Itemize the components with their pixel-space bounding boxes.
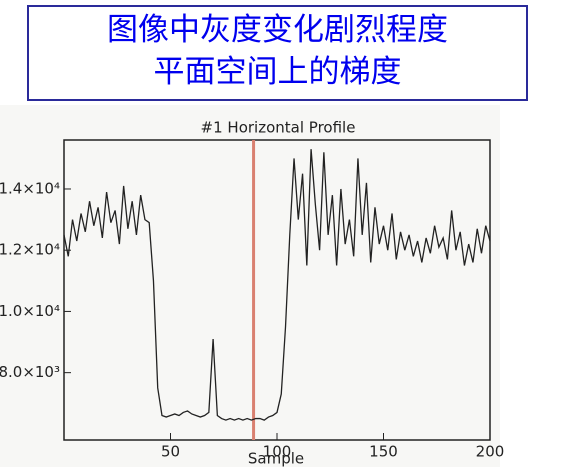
x-axis-label: Sample bbox=[248, 450, 304, 467]
y-tick-label: 8.0×10³ bbox=[0, 363, 60, 381]
title-line: 图像中灰度变化剧烈程度 bbox=[107, 12, 448, 48]
x-tick-label: 200 bbox=[476, 443, 505, 461]
title-line: 平面空间上的梯度 bbox=[153, 54, 402, 90]
x-tick-label: 100 bbox=[263, 443, 292, 461]
y-tick-label: 1.4×10⁴ bbox=[0, 179, 60, 197]
y-tick-label: 1.0×10⁴ bbox=[0, 302, 60, 320]
chart-background bbox=[0, 105, 500, 467]
title-box: 图像中灰度变化剧烈程度 平面空间上的梯度 bbox=[27, 5, 528, 101]
chart-title: #1 Horizontal Profile bbox=[201, 119, 356, 137]
y-tick-label: 1.2×10⁴ bbox=[0, 241, 60, 259]
x-tick-label: 150 bbox=[369, 443, 398, 461]
profile-line bbox=[63, 149, 491, 421]
x-tick-label: 50 bbox=[161, 443, 180, 461]
